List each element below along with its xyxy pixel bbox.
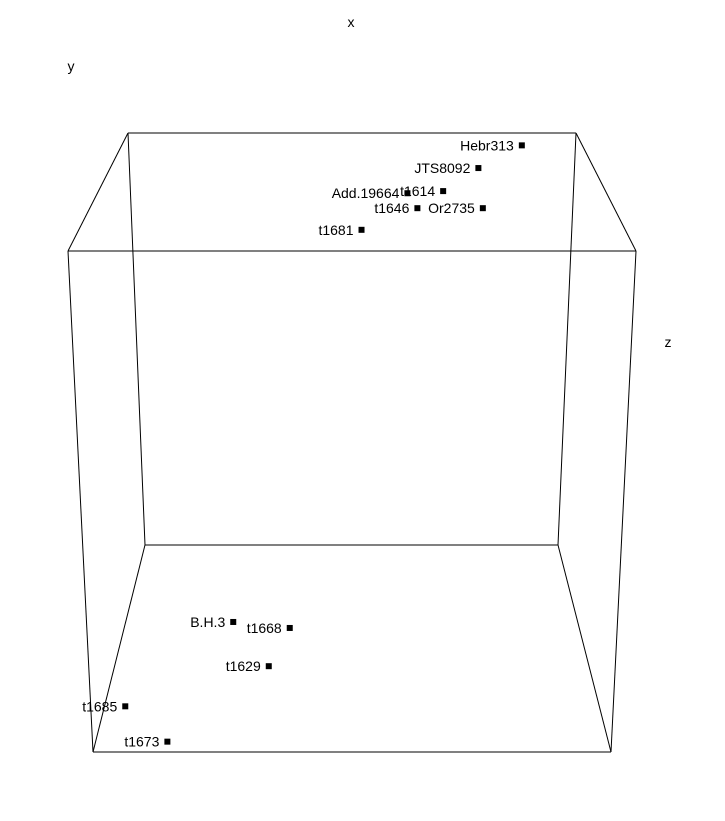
x-axis-label: x bbox=[348, 14, 355, 30]
data-point-label: t1646 bbox=[374, 200, 409, 216]
box-edge bbox=[575, 132, 637, 252]
box-edge bbox=[557, 132, 577, 546]
box-edge bbox=[127, 132, 146, 546]
data-point bbox=[404, 190, 411, 197]
data-point bbox=[479, 205, 486, 212]
box-edge bbox=[92, 544, 146, 753]
data-point-label: B.H.3 bbox=[190, 614, 225, 630]
data-point bbox=[358, 226, 365, 233]
bounding-box bbox=[67, 132, 637, 753]
box-edge bbox=[610, 250, 637, 753]
data-point-label: t1681 bbox=[318, 222, 353, 238]
data-point-label: Or2735 bbox=[428, 200, 475, 216]
data-point-label: JTS8092 bbox=[414, 160, 470, 176]
data-point bbox=[518, 142, 525, 149]
data-point-label: t1668 bbox=[247, 620, 282, 636]
data-point-label: Add.19664 bbox=[332, 185, 400, 201]
data-point bbox=[440, 188, 447, 195]
data-point bbox=[286, 624, 293, 631]
data-point-label: t1685 bbox=[82, 698, 117, 714]
y-axis-label: y bbox=[68, 58, 75, 74]
data-point bbox=[122, 703, 129, 710]
data-point bbox=[230, 618, 237, 625]
data-point bbox=[164, 738, 171, 745]
data-point bbox=[265, 663, 272, 670]
z-axis-label: z bbox=[665, 334, 672, 350]
box-edge bbox=[557, 544, 612, 753]
data-point bbox=[475, 165, 482, 172]
data-point-label: t1629 bbox=[226, 658, 261, 674]
box-edge bbox=[67, 132, 129, 252]
data-point bbox=[414, 205, 421, 212]
data-point-label: t1673 bbox=[124, 734, 159, 750]
box-edge bbox=[67, 250, 94, 753]
data-point-label: Hebr313 bbox=[460, 137, 514, 153]
data-point-label: t1614 bbox=[400, 183, 435, 199]
